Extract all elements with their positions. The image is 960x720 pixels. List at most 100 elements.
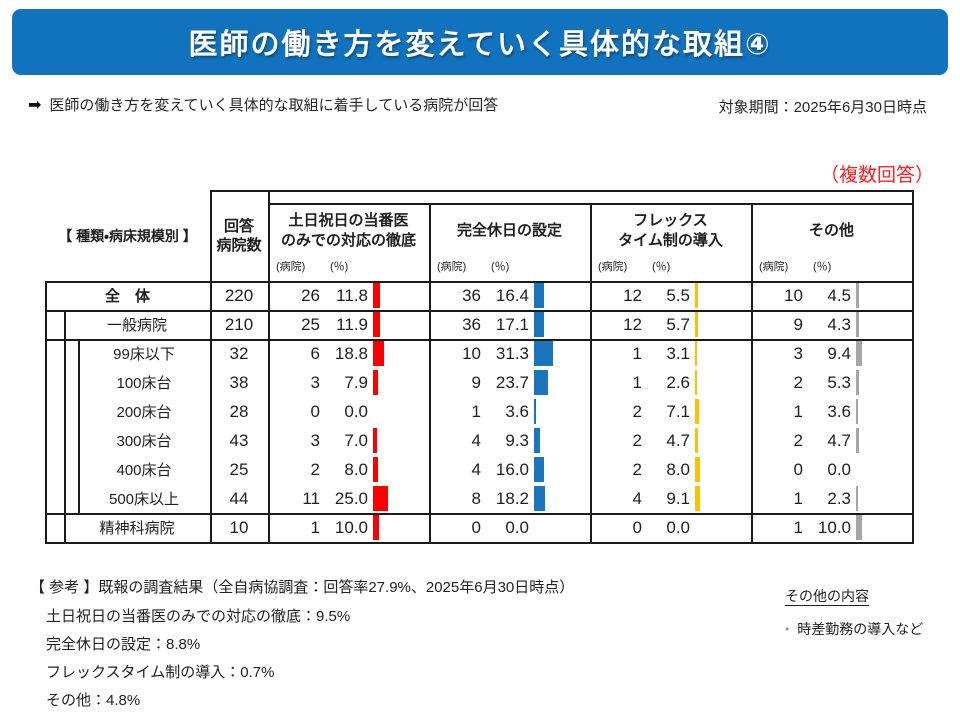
percent-bar bbox=[695, 399, 700, 424]
cell-percent: 8.0 bbox=[666, 460, 690, 479]
intro-text: 医師の働き方を変えていく具体的な取組に着手している病院が回答 bbox=[49, 97, 499, 114]
percent-bar bbox=[856, 341, 862, 366]
row-respondent-count: 220 bbox=[224, 286, 254, 305]
percent-bar bbox=[856, 428, 859, 453]
row-label-text: 精神科病院 bbox=[99, 520, 175, 537]
cell-count: 12 bbox=[623, 286, 642, 305]
cell-percent: 4.5 bbox=[827, 286, 851, 305]
cell-count: 3 bbox=[310, 373, 320, 392]
cell-percent: 16.0 bbox=[495, 460, 529, 479]
cell-count: 4 bbox=[471, 460, 481, 479]
row-respondent-count: 210 bbox=[224, 315, 254, 334]
cell-count: 1 bbox=[793, 489, 803, 508]
percent-bar bbox=[534, 486, 545, 511]
percent-bar bbox=[534, 457, 544, 482]
group-header-title: フレックス タイム制の導入 bbox=[590, 207, 751, 255]
cell-count: 2 bbox=[632, 431, 642, 450]
cell-percent: 17.1 bbox=[495, 315, 529, 334]
row-respondent-count: 44 bbox=[229, 489, 249, 508]
count-header-line: 病院数 bbox=[216, 236, 262, 254]
title-banner: 医師の働き方を変えていく具体的な取組④ bbox=[12, 9, 948, 75]
table-row-label: 400床台 bbox=[78, 455, 210, 484]
other-content-block: その他の内容 • 時差勤務の導入など bbox=[785, 586, 923, 639]
percent-bar bbox=[534, 399, 537, 424]
table-row-label: 300床台 bbox=[78, 426, 210, 455]
cell-percent: 0.0 bbox=[344, 402, 368, 421]
other-content-item: • 時差勤務の導入など bbox=[785, 619, 923, 639]
cell-count: 10 bbox=[462, 344, 481, 363]
other-content-title: その他の内容 bbox=[785, 588, 869, 604]
table-row-label: 99床以下 bbox=[78, 339, 210, 368]
percent-bar bbox=[534, 370, 549, 395]
percent-bar bbox=[695, 457, 700, 482]
target-period: 対象期間：2025年6月30日時点 bbox=[718, 99, 927, 116]
percent-bar bbox=[373, 457, 378, 482]
table-border bbox=[45, 310, 914, 312]
cell-count: 0 bbox=[632, 518, 642, 537]
percent-bar bbox=[695, 370, 697, 395]
percent-bar bbox=[373, 486, 388, 511]
percent-bar bbox=[373, 370, 378, 395]
row-label-text: 300床台 bbox=[116, 433, 172, 450]
unit-hospital-label: (病院) bbox=[598, 261, 628, 273]
cell-percent: 7.9 bbox=[344, 373, 368, 392]
table-border bbox=[912, 190, 914, 544]
unit-percent-label: (％) bbox=[813, 261, 832, 273]
cell-percent: 9.3 bbox=[505, 431, 529, 450]
cell-count: 0 bbox=[793, 460, 803, 479]
cell-percent: 7.1 bbox=[666, 402, 690, 421]
percent-bar bbox=[695, 312, 699, 337]
table-row-label: 500床以上 bbox=[78, 484, 210, 513]
table-corner-header: 【 種類・病床規模別 】 bbox=[58, 227, 197, 244]
group-title-line: 土日祝日の当番医 bbox=[288, 212, 409, 229]
row-label-text: 100床台 bbox=[116, 375, 172, 392]
group-header-title: 土日祝日の当番医 のみでの対応の徹底 bbox=[268, 207, 429, 255]
unit-percent-label: (％) bbox=[491, 261, 510, 273]
percent-bar bbox=[534, 312, 545, 337]
cell-percent: 10.0 bbox=[817, 518, 851, 537]
cell-count: 6 bbox=[310, 344, 320, 363]
reference-block: 【 参考 】既報の調査結果（全自病協調査：回答率27.9%、2025年6月30日… bbox=[30, 576, 575, 709]
cell-percent: 5.3 bbox=[827, 373, 851, 392]
cell-percent: 3.1 bbox=[666, 344, 690, 363]
cell-percent: 7.0 bbox=[344, 431, 368, 450]
table-row-label: 一般病院 bbox=[64, 310, 210, 339]
percent-bar bbox=[856, 515, 862, 540]
table-border bbox=[590, 203, 592, 544]
percent-bar bbox=[856, 283, 859, 308]
row-respondent-count: 32 bbox=[229, 344, 249, 363]
cell-count: 9 bbox=[793, 315, 803, 334]
table-border bbox=[78, 339, 80, 515]
unit-percent-label: (％) bbox=[330, 261, 349, 273]
table-row-label: 200床台 bbox=[78, 397, 210, 426]
row-respondent-count: 25 bbox=[229, 460, 249, 479]
table-border bbox=[45, 542, 914, 544]
cell-percent: 16.4 bbox=[495, 286, 529, 305]
reference-item: その他：4.8% bbox=[46, 692, 141, 709]
row-label-text: 400床台 bbox=[116, 462, 172, 479]
reference-item: 完全休日の設定：8.8% bbox=[46, 636, 201, 653]
percent-bar bbox=[856, 370, 860, 395]
cell-count: 8 bbox=[471, 489, 481, 508]
cell-count: 9 bbox=[471, 373, 481, 392]
percent-bar bbox=[373, 312, 381, 337]
cell-count: 1 bbox=[632, 373, 642, 392]
intro-line: ➡ 医師の働き方を変えていく具体的な取組に着手している病院が回答 bbox=[28, 94, 498, 115]
arrow-icon: ➡ bbox=[28, 96, 42, 114]
reference-title: 【 参考 】既報の調査結果（全自病協調査：回答率27.9%、2025年6月30日… bbox=[30, 579, 575, 596]
group-title-line: その他 bbox=[808, 222, 854, 239]
percent-bar bbox=[856, 312, 859, 337]
cell-percent: 0.0 bbox=[666, 518, 690, 537]
percent-bar bbox=[695, 341, 697, 366]
percent-bar bbox=[373, 515, 379, 540]
page-title: 医師の働き方を変えていく具体的な取組④ bbox=[188, 29, 772, 61]
row-label-text: 一般病院 bbox=[106, 317, 167, 334]
table-row-label: 全 体 bbox=[45, 281, 210, 310]
cell-percent: 23.7 bbox=[495, 373, 529, 392]
cell-count: 36 bbox=[462, 315, 481, 334]
row-respondent-count: 10 bbox=[229, 518, 249, 537]
table-border bbox=[45, 281, 47, 544]
other-content-text: 時差勤務の導入など bbox=[797, 621, 924, 637]
count-column-header: 回答 病院数 bbox=[210, 190, 268, 281]
